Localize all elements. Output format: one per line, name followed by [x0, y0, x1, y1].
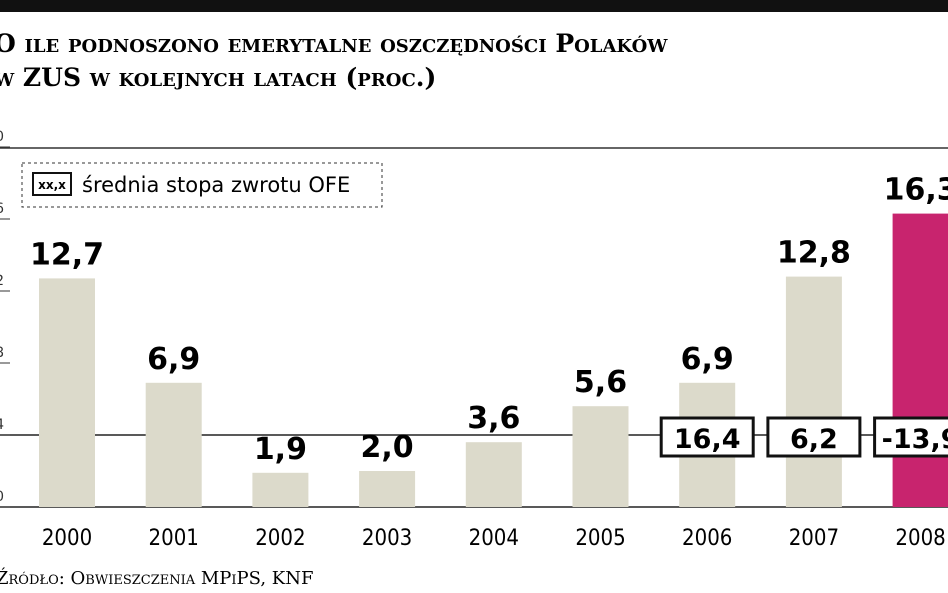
y-tick-label: 16 [0, 201, 4, 217]
x-tick-label: 2004 [469, 526, 519, 551]
legend-box [21, 162, 383, 208]
y-tick-label: 0 [0, 489, 4, 505]
x-tick-label: 2007 [789, 526, 839, 551]
y-tick-label: 20 [0, 129, 4, 145]
chart-subtitle: w ZUS w kolejnych latach (proc.) [0, 63, 436, 92]
chart-title: O ile podnoszono emerytalne oszczędności… [0, 29, 668, 58]
value-label: 12,8 [777, 236, 851, 271]
ofe-label: 16,4 [674, 424, 741, 455]
x-tick-label: 2008 [895, 526, 945, 551]
ofe-box [659, 416, 755, 458]
x-tick-label: 2005 [575, 526, 625, 551]
bar [465, 442, 522, 507]
x-tick-label: 2003 [362, 526, 412, 551]
x-tick-label: 2002 [255, 526, 305, 551]
source: Źródło: Obwieszczenia MPiPS, KNF [0, 566, 313, 589]
ofe-label: -13,9 [882, 424, 948, 455]
legend-sample: xx,x [38, 178, 66, 192]
y-tick-label: 8 [0, 345, 4, 361]
x-tick-label: 2001 [149, 526, 199, 551]
value-label: 2,0 [361, 430, 414, 465]
top-band [0, 0, 948, 12]
bar [252, 472, 309, 507]
x-tick-label: 2000 [42, 526, 92, 551]
x-tick-label: 2006 [682, 526, 732, 551]
bar [39, 278, 95, 507]
value-label: 16,3 [884, 173, 948, 208]
bar [145, 382, 202, 507]
legend-label: średnia stopa zwrotu OFE [82, 173, 350, 197]
legend-swatch [32, 172, 72, 196]
ofe-box [873, 416, 948, 458]
bar [572, 406, 629, 507]
bar [785, 276, 842, 507]
value-label: 6,9 [681, 342, 734, 377]
ofe-label: 6,2 [790, 424, 838, 455]
bar [359, 471, 416, 507]
bar [892, 213, 948, 507]
y-tick-label: 12 [0, 273, 4, 289]
value-label: 1,9 [254, 432, 307, 467]
value-label: 3,6 [467, 401, 520, 436]
value-label: 5,6 [574, 365, 627, 400]
value-label: 12,7 [30, 237, 104, 272]
ofe-box [766, 416, 862, 458]
y-tick-label: 4 [0, 417, 4, 433]
value-label: 6,9 [147, 342, 200, 377]
